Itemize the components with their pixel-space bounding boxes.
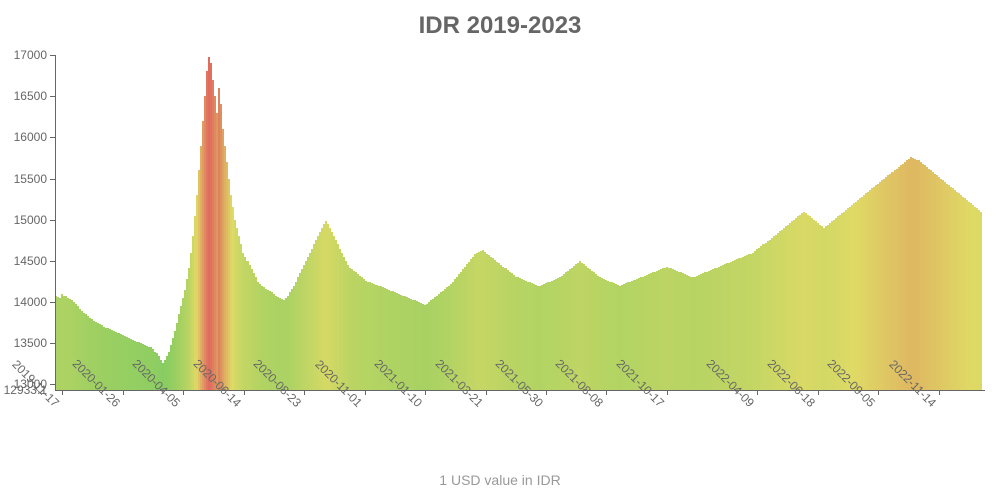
y-tick-label: 15500 (0, 172, 47, 186)
y-tick-label: 14500 (0, 254, 47, 268)
y-tick-label: 16000 (0, 130, 47, 144)
data-bar (980, 212, 982, 390)
y-tick-label: 13500 (0, 336, 47, 350)
y-axis-line (55, 55, 56, 390)
x-axis-label: 1 USD value in IDR (0, 472, 1000, 488)
chart-container: IDR 2019-2023 13000135001400014500150001… (0, 0, 1000, 500)
y-tick-label: 16500 (0, 89, 47, 103)
y-tick-label: 17000 (0, 48, 47, 62)
bars (55, 55, 985, 390)
chart-title: IDR 2019-2023 (0, 12, 1000, 40)
plot-area (55, 55, 985, 390)
y-tick-label: 14000 (0, 295, 47, 309)
y-tick-label: 15000 (0, 213, 47, 227)
